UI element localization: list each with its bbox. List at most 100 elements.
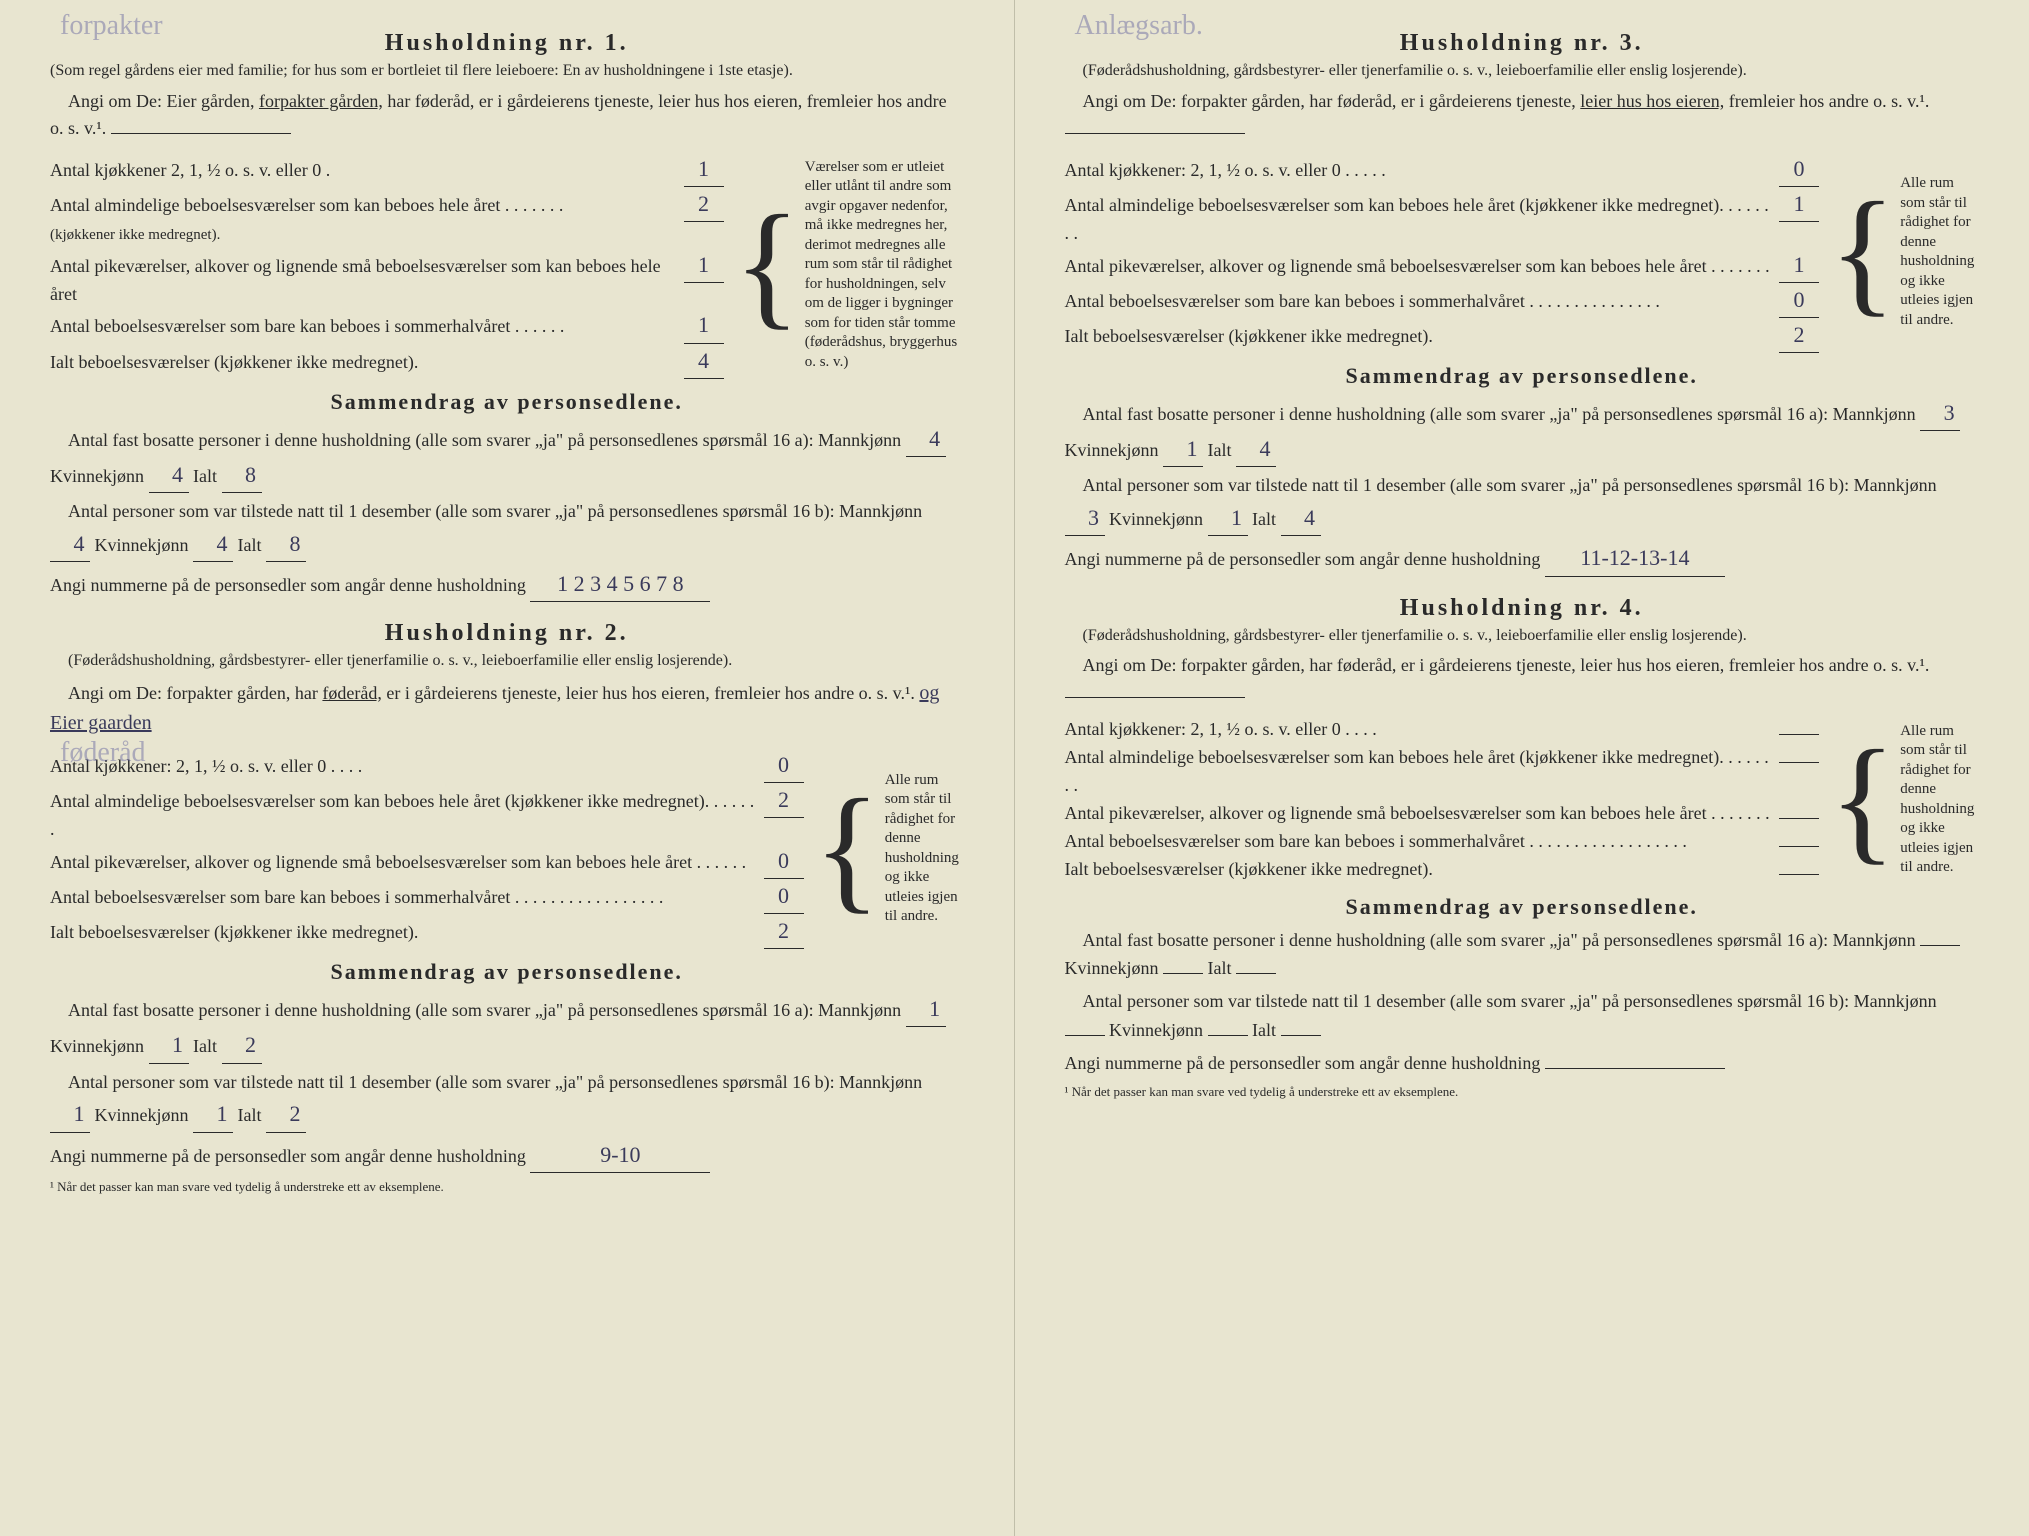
household-4: Husholdning nr. 4. (Føderådshusholdning,… bbox=[1065, 595, 1980, 1100]
h3-nummer: Angi nummerne på de personsedler som ang… bbox=[1065, 540, 1980, 576]
h1-angi-value bbox=[111, 133, 291, 134]
h1-row-alm: Antal almindelige beboelsesværelser som … bbox=[50, 187, 724, 248]
h2-sommer-value: 0 bbox=[764, 879, 804, 914]
h3-ialt-label2: Ialt bbox=[1252, 509, 1276, 529]
h3-bosatte-m: 3 bbox=[1920, 395, 1960, 431]
h3-kvinne-label2: Kvinnekjønn bbox=[1109, 509, 1203, 529]
h1-ialt-label2: Ialt bbox=[238, 535, 262, 555]
h4-nummer-value bbox=[1545, 1068, 1725, 1069]
h4-kjokken-label: Antal kjøkkener: 2, 1, ½ o. s. v. eller … bbox=[1065, 716, 1772, 744]
h2-rows: Antal kjøkkener: 2, 1, ½ o. s. v. eller … bbox=[50, 748, 804, 949]
h3-row-sommer: Antal beboelsesværelser som bare kan beb… bbox=[1065, 283, 1820, 318]
h2-nummer: Angi nummerne på de personsedler som ang… bbox=[50, 1137, 964, 1173]
h1-kjokken-value: 1 bbox=[684, 152, 724, 187]
h3-ialt-value: 2 bbox=[1779, 318, 1819, 353]
h4-side-note: Alle rum som står til rådighet for denne… bbox=[1900, 722, 1979, 878]
h1-alm-label: Antal almindelige beboelsesværelser som … bbox=[50, 192, 676, 248]
h1-nummer-value: 1 2 3 4 5 6 7 8 bbox=[530, 566, 710, 602]
h4-sommer-label: Antal beboelsesværelser som bare kan beb… bbox=[1065, 828, 1772, 856]
h4-angi: Angi om De: forpakter gården, har føderå… bbox=[1065, 652, 1980, 706]
h1-kvinne-label2: Kvinnekjønn bbox=[95, 535, 189, 555]
h4-kvinne-label2: Kvinnekjønn bbox=[1109, 1020, 1203, 1040]
h2-title: Husholdning nr. 2. bbox=[50, 620, 964, 647]
h1-row-sommer: Antal beboelsesværelser som bare kan beb… bbox=[50, 308, 724, 343]
h4-row-kjokken: Antal kjøkkener: 2, 1, ½ o. s. v. eller … bbox=[1065, 716, 1820, 744]
h4-row-pike: Antal pikeværelser, alkover og lignende … bbox=[1065, 800, 1820, 828]
h3-pike-value: 1 bbox=[1779, 248, 1819, 283]
h1-tilstede-k: 4 bbox=[193, 526, 233, 562]
h1-tilstede: Antal personer som var tilstede natt til… bbox=[50, 497, 964, 562]
h2-row-alm: Antal almindelige beboelsesværelser som … bbox=[50, 783, 804, 844]
h3-side-note: Alle rum som står til rådighet for denne… bbox=[1900, 174, 1979, 330]
h3-sommer-label: Antal beboelsesværelser som bare kan beb… bbox=[1065, 288, 1772, 316]
h1-pike-value: 1 bbox=[684, 248, 724, 283]
h4-bosatte-intro: Antal fast bosatte personer i denne hush… bbox=[1083, 930, 1916, 950]
h3-brace: { bbox=[1829, 196, 1896, 308]
h1-bosatte-k: 4 bbox=[149, 457, 189, 493]
h3-tilstede-k: 1 bbox=[1208, 500, 1248, 536]
h3-row-pike: Antal pikeværelser, alkover og lignende … bbox=[1065, 248, 1820, 283]
h2-row-pike: Antal pikeværelser, alkover og lignende … bbox=[50, 844, 804, 879]
h1-angi-underlined: forpakter gården, bbox=[259, 91, 383, 111]
h4-kjokken-value bbox=[1779, 734, 1819, 735]
h2-brace-wrap: { Alle rum som står til rådighet for den… bbox=[814, 748, 964, 949]
household-3: Husholdning nr. 3. (Føderådshusholdning,… bbox=[1065, 30, 1980, 577]
h1-kvinne-label: Kvinnekjønn bbox=[50, 466, 144, 486]
footnote-left: ¹ Når det passer kan man svare ved tydel… bbox=[50, 1179, 964, 1195]
h4-brace: { bbox=[1829, 744, 1896, 856]
h3-rows-area: Antal kjøkkener: 2, 1, ½ o. s. v. eller … bbox=[1065, 152, 1980, 353]
h1-alm-label-text: Antal almindelige beboelsesværelser som … bbox=[50, 195, 563, 215]
h4-subnote: (Føderådshusholdning, gårdsbestyrer- ell… bbox=[1065, 626, 1980, 647]
h2-alm-label: Antal almindelige beboelsesværelser som … bbox=[50, 788, 756, 844]
h4-tilstede-ialt bbox=[1281, 1035, 1321, 1036]
h2-subnote: (Føderådshusholdning, gårdsbestyrer- ell… bbox=[50, 651, 964, 672]
h2-kjokken-label: Antal kjøkkener: 2, 1, ½ o. s. v. eller … bbox=[50, 753, 756, 781]
h4-tilstede: Antal personer som var tilstede natt til… bbox=[1065, 987, 1980, 1045]
h2-angi-underlined: føderåd, bbox=[322, 683, 381, 703]
h2-bosatte-ialt: 2 bbox=[222, 1027, 262, 1063]
h2-row-ialt: Ialt beboelsesværelser (kjøkkener ikke m… bbox=[50, 914, 804, 949]
h2-bosatte-k: 1 bbox=[149, 1027, 189, 1063]
h3-ialt-label: Ialt beboelsesværelser (kjøkkener ikke m… bbox=[1065, 323, 1772, 351]
h4-row-sommer: Antal beboelsesværelser som bare kan beb… bbox=[1065, 828, 1820, 856]
h1-angi-pre: Angi om De: Eier gården, bbox=[68, 91, 259, 111]
h1-ialt-value: 4 bbox=[684, 344, 724, 379]
h2-ialt-label-s: Ialt bbox=[193, 1036, 217, 1056]
h4-pike-label: Antal pikeværelser, alkover og lignende … bbox=[1065, 800, 1772, 828]
h3-angi-value bbox=[1065, 133, 1245, 134]
h4-angi-pre: Angi om De: forpakter gården, har føderå… bbox=[1083, 655, 1930, 675]
h4-bosatte-k bbox=[1163, 973, 1203, 974]
h4-ialt-label-s: Ialt bbox=[1208, 958, 1232, 978]
h2-angi-pre: Angi om De: forpakter gården, har bbox=[68, 683, 322, 703]
h2-rows-area: Antal kjøkkener: 2, 1, ½ o. s. v. eller … bbox=[50, 748, 964, 949]
h4-rows: Antal kjøkkener: 2, 1, ½ o. s. v. eller … bbox=[1065, 716, 1820, 883]
h3-bosatte-intro: Antal fast bosatte personer i denne hush… bbox=[1083, 404, 1916, 424]
h4-row-ialt: Ialt beboelsesværelser (kjøkkener ikke m… bbox=[1065, 856, 1820, 884]
h1-ialt-label: Ialt beboelsesværelser (kjøkkener ikke m… bbox=[50, 349, 676, 377]
h2-brace: { bbox=[814, 793, 881, 905]
h2-bosatte-m: 1 bbox=[906, 991, 946, 1027]
h3-pike-label: Antal pikeværelser, alkover og lignende … bbox=[1065, 253, 1772, 281]
h2-tilstede-k: 1 bbox=[193, 1096, 233, 1132]
h4-brace-wrap: { Alle rum som står til rådighet for den… bbox=[1829, 716, 1979, 883]
h4-kvinne-label: Kvinnekjønn bbox=[1065, 958, 1159, 978]
h3-tilstede: Antal personer som var tilstede natt til… bbox=[1065, 471, 1980, 536]
h2-tilstede-m: 1 bbox=[50, 1096, 90, 1132]
h2-ialt-value: 2 bbox=[764, 914, 804, 949]
h3-row-kjokken: Antal kjøkkener: 2, 1, ½ o. s. v. eller … bbox=[1065, 152, 1820, 187]
h1-summary-title: Sammendrag av personsedlene. bbox=[50, 389, 964, 415]
h3-angi-underlined: leier hus hos eieren, bbox=[1580, 91, 1724, 111]
h1-bosatte-intro: Antal fast bosatte personer i denne hush… bbox=[68, 430, 901, 450]
h1-pike-label: Antal pikeværelser, alkover og lignende … bbox=[50, 253, 676, 309]
h4-title: Husholdning nr. 4. bbox=[1065, 595, 1980, 622]
h1-row-pike: Antal pikeværelser, alkover og lignende … bbox=[50, 248, 724, 309]
h2-summary-title: Sammendrag av personsedlene. bbox=[50, 959, 964, 985]
h4-sommer-value bbox=[1779, 846, 1819, 847]
h1-row-kjokken: Antal kjøkkener 2, 1, ½ o. s. v. eller 0… bbox=[50, 152, 724, 187]
h3-nummer-label: Angi nummerne på de personsedler som ang… bbox=[1065, 549, 1541, 569]
h4-bosatte: Antal fast bosatte personer i denne hush… bbox=[1065, 926, 1980, 984]
h1-tilstede-m: 4 bbox=[50, 526, 90, 562]
h2-kvinne-label: Kvinnekjønn bbox=[50, 1036, 144, 1056]
h4-bosatte-ialt bbox=[1236, 973, 1276, 974]
h3-kjokken-label: Antal kjøkkener: 2, 1, ½ o. s. v. eller … bbox=[1065, 157, 1772, 185]
